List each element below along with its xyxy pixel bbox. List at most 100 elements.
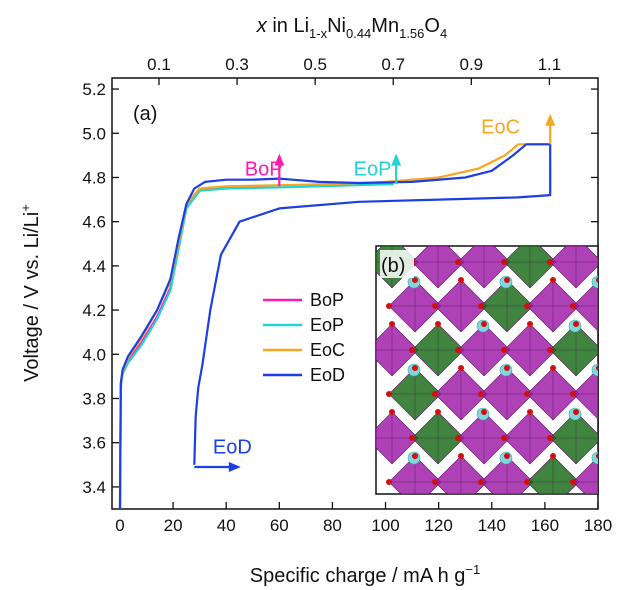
o-atom: [432, 391, 438, 397]
o-atom: [504, 277, 510, 283]
legend-label-eop: EoP: [310, 315, 344, 335]
o-atom: [501, 435, 507, 441]
x-tick-label: 100: [371, 516, 399, 535]
o-atom: [527, 321, 533, 327]
y-tick-label: 5.0: [82, 124, 106, 143]
top-tick-label: 0.5: [303, 55, 327, 74]
o-atom: [455, 435, 461, 441]
legend: BoP EoP EoC EoD: [263, 290, 345, 385]
x-tick-label: 60: [270, 516, 289, 535]
o-atom: [550, 453, 556, 459]
y-tick-label: 3.4: [82, 478, 106, 497]
o-atom: [596, 453, 598, 459]
o-atom: [547, 347, 553, 353]
octahedron: [572, 456, 598, 494]
o-atom: [524, 391, 530, 397]
o-atom: [478, 391, 484, 397]
arrow-head: [228, 462, 241, 473]
x-tick-label: 0: [115, 516, 124, 535]
o-atom: [524, 303, 530, 309]
o-atom: [501, 347, 507, 353]
o-atom: [412, 365, 418, 371]
top-axis-title: x in Li1-xNi0.44Mn1.56O4: [256, 15, 447, 41]
o-atom: [596, 277, 598, 283]
o-atom: [409, 435, 415, 441]
o-atom: [455, 259, 461, 265]
annotation-eoc: EoC: [481, 116, 520, 138]
y-tick-label: 4.4: [82, 257, 106, 276]
y-tick-label: 3.8: [82, 389, 106, 408]
o-atom: [481, 233, 487, 239]
top-tick-label: 0.9: [460, 55, 484, 74]
y-tick-label: 4.6: [82, 213, 106, 232]
x-tick-label: 80: [323, 516, 342, 535]
o-atom: [389, 233, 395, 239]
inset-crystal-structure: (b): [363, 233, 599, 508]
o-atom: [547, 435, 553, 441]
o-atom: [435, 233, 441, 239]
o-atom: [412, 453, 418, 459]
o-atom: [547, 259, 553, 265]
o-atom: [573, 409, 579, 415]
series-line-eod: [118, 143, 552, 509]
panel-label: (a): [133, 103, 157, 125]
axis-ticks: 0 20 40 60 80 100 120 140 160 180 3.4 3.6 3.8 4.0 4.2 4…: [82, 55, 612, 535]
inset-label: (b): [381, 255, 405, 277]
o-atom: [570, 303, 576, 309]
arrow-head: [274, 153, 285, 166]
x-tick-label: 140: [478, 516, 506, 535]
o-atom: [527, 409, 533, 415]
o-atom: [458, 453, 464, 459]
o-atom: [363, 347, 369, 353]
top-tick-label: 0.1: [147, 55, 171, 74]
o-atom: [481, 321, 487, 327]
o-atom: [386, 391, 392, 397]
o-atom: [527, 233, 533, 239]
o-atom: [435, 321, 441, 327]
y-tick-label: 3.6: [82, 434, 106, 453]
annotation-eod: EoD: [213, 437, 252, 459]
o-atom: [596, 365, 598, 371]
o-atom: [550, 365, 556, 371]
o-atom: [481, 409, 487, 415]
series-line-eop: [118, 183, 394, 509]
o-atom: [386, 303, 392, 309]
annotation-bop: BoP: [245, 158, 283, 180]
o-atom: [524, 479, 530, 485]
top-tick-label: 0.7: [381, 55, 405, 74]
x-tick-label: 180: [584, 516, 612, 535]
o-atom: [570, 479, 576, 485]
o-atom: [478, 479, 484, 485]
legend-label-eod: EoD: [310, 365, 345, 385]
o-atom: [412, 277, 418, 283]
o-atom: [573, 321, 579, 327]
o-atom: [455, 347, 461, 353]
x-tick-label: 120: [424, 516, 452, 535]
y-tick-label: 4.8: [82, 168, 106, 187]
li-atom: [477, 496, 489, 508]
o-atom: [389, 321, 395, 327]
o-atom: [458, 365, 464, 371]
top-tick-label: 1.1: [538, 55, 562, 74]
series-line-bop: [118, 186, 274, 509]
y-tick-label: 5.2: [82, 80, 106, 99]
o-atom: [573, 233, 579, 239]
o-atom: [363, 259, 369, 265]
o-atom: [504, 453, 510, 459]
top-tick-label: 0.3: [225, 55, 249, 74]
y-tick-label: 4.2: [82, 301, 106, 320]
o-atom: [386, 479, 392, 485]
annotation-eop: EoP: [354, 158, 392, 180]
o-atom: [570, 391, 576, 397]
x-axis-title: Specific charge / mA h g−1: [250, 562, 481, 587]
o-atom: [550, 277, 556, 283]
annotations: BoP EoP EoC EoD: [194, 113, 556, 473]
li-atom: [569, 496, 581, 508]
o-atom: [432, 479, 438, 485]
arrow-head: [391, 153, 402, 166]
o-atom: [458, 277, 464, 283]
arrow-head: [545, 113, 556, 126]
o-atom: [435, 409, 441, 415]
legend-label-eoc: EoC: [310, 340, 345, 360]
